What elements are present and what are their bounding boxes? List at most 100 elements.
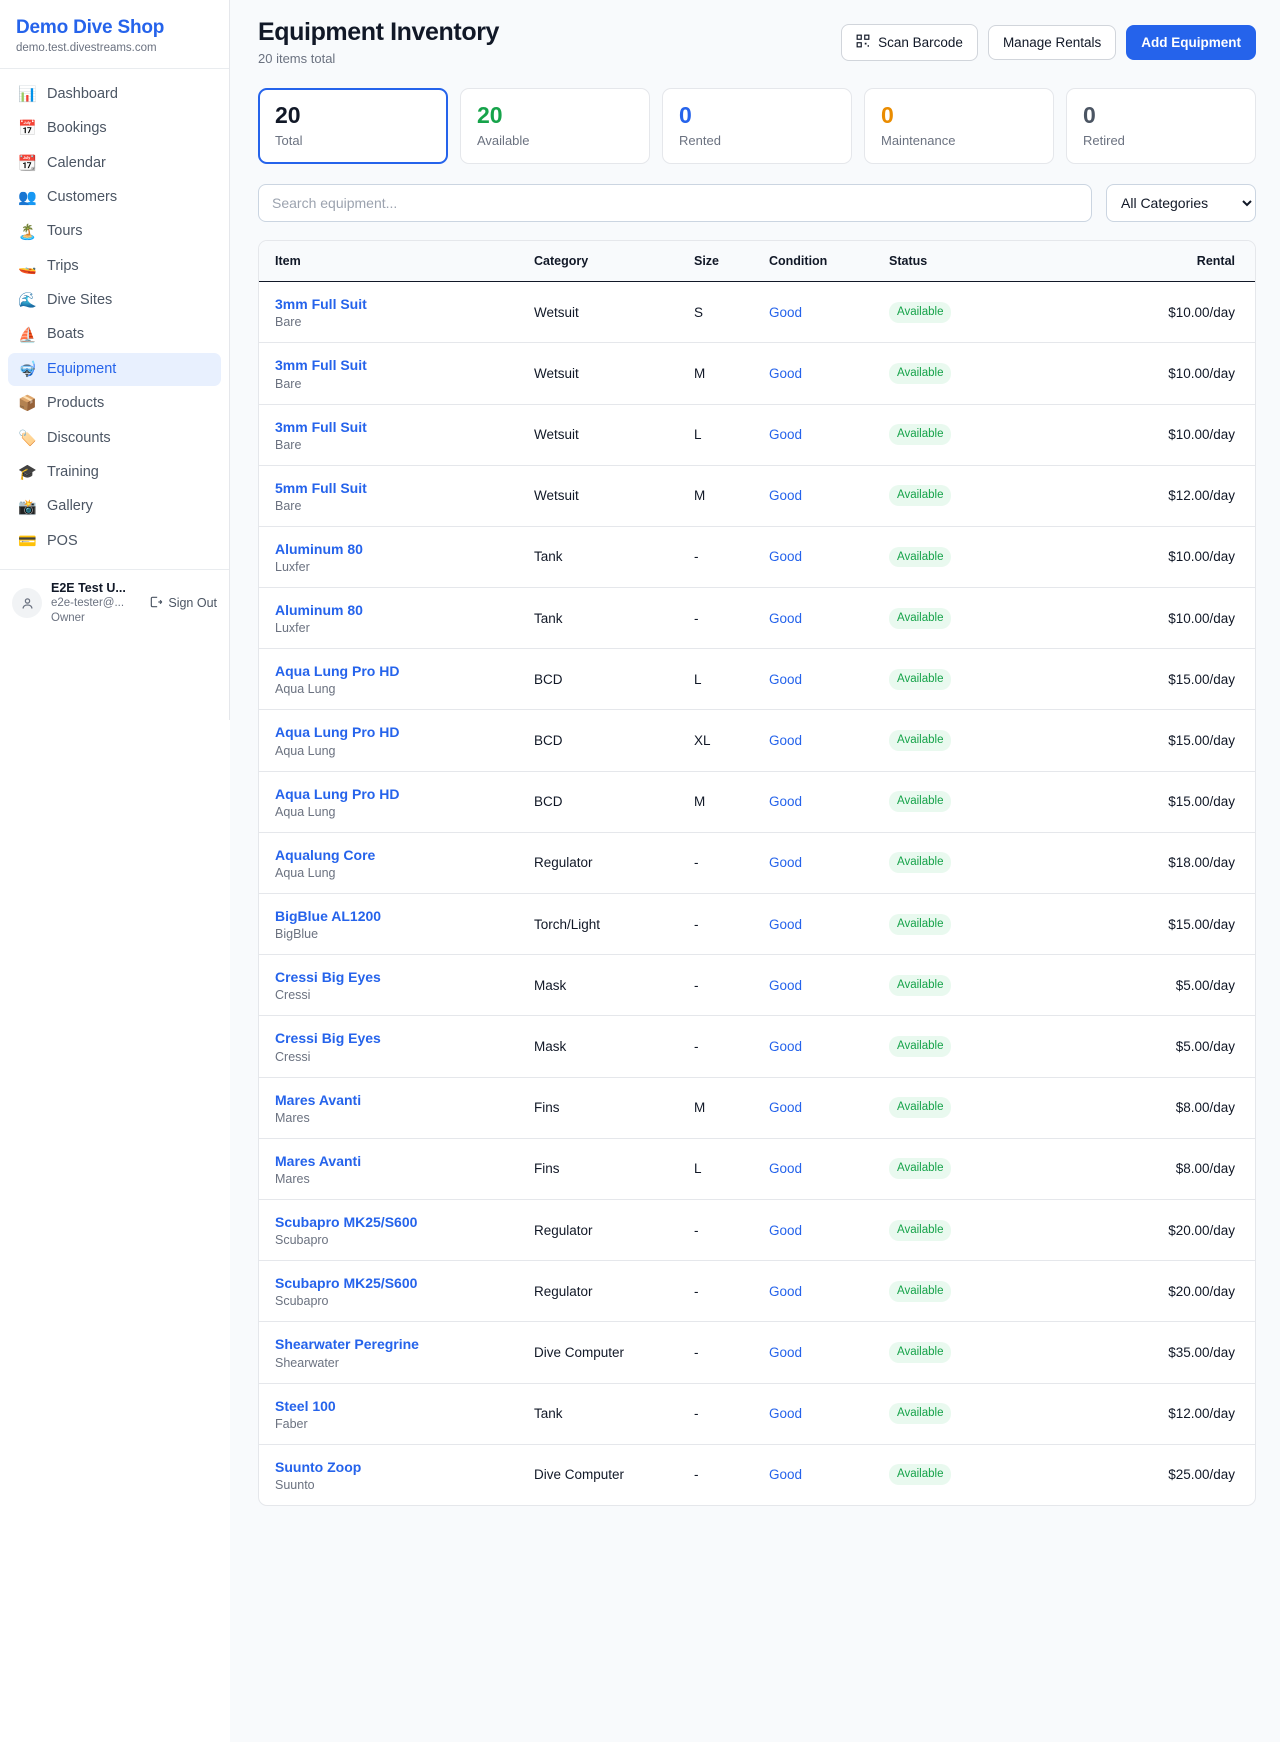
item-name-link[interactable]: BigBlue AL1200 xyxy=(275,908,382,925)
table-row[interactable]: Scubapro MK25/S600 Scubapro Regulator - Good… xyxy=(259,1260,1255,1323)
cell-condition: Good xyxy=(759,342,879,405)
stat-card-retired[interactable]: 0 Retired xyxy=(1066,88,1256,165)
condition-link[interactable]: Good xyxy=(769,1406,803,1422)
table-row[interactable]: Mares Avanti Mares Fins M Good Available $8.00… xyxy=(259,1077,1255,1139)
table-row[interactable]: Aqua Lung Pro HD Aqua Lung BCD L Good Availab… xyxy=(259,648,1255,711)
item-name-link[interactable]: Suunto Zoop xyxy=(275,1458,362,1475)
sidebar-item-bookings[interactable]: 📅 Bookings xyxy=(8,112,221,145)
table-row[interactable]: Cressi Big Eyes Cressi Mask - Good Available $… xyxy=(259,954,1255,1017)
manage-rentals-button[interactable]: Manage Rentals xyxy=(987,25,1117,60)
condition-link[interactable]: Good xyxy=(769,304,803,320)
column-header-category[interactable]: Category xyxy=(524,241,684,283)
stat-card-rented[interactable]: 0 Rented xyxy=(662,88,852,165)
table-row[interactable]: Shearwater Peregrine Shearwater Dive Compu… xyxy=(259,1321,1255,1384)
item-name-link[interactable]: Shearwater Peregrine xyxy=(275,1336,419,1353)
table-row[interactable]: Aluminum 80 Luxfer Tank - Good Available $10.0… xyxy=(259,587,1255,650)
column-header-rental[interactable]: Rental xyxy=(1014,241,1255,283)
cell-condition: Good xyxy=(759,832,879,895)
item-name-link[interactable]: Aqualung Core xyxy=(275,846,376,863)
column-header-item[interactable]: Item xyxy=(259,241,524,283)
sign-out-button[interactable]: Sign Out xyxy=(149,595,217,612)
item-name-link[interactable]: 3mm Full Suit xyxy=(275,296,367,313)
sidebar-item-calendar[interactable]: 📆 Calendar xyxy=(8,147,221,180)
table-row[interactable]: Aqua Lung Pro HD Aqua Lung BCD M Good Availab… xyxy=(259,771,1255,833)
sidebar-item-products[interactable]: 📦 Products xyxy=(8,387,221,420)
search-input[interactable] xyxy=(258,184,1092,223)
condition-link[interactable]: Good xyxy=(769,733,803,749)
item-name-link[interactable]: 3mm Full Suit xyxy=(275,357,367,374)
table-row[interactable]: Aqua Lung Pro HD Aqua Lung BCD XL Good Availa… xyxy=(259,709,1255,772)
condition-link[interactable]: Good xyxy=(769,1467,803,1483)
item-name-link[interactable]: Scubapro MK25/S600 xyxy=(275,1275,418,1292)
condition-link[interactable]: Good xyxy=(769,1222,803,1238)
stat-card-maintenance[interactable]: 0 Maintenance xyxy=(864,88,1054,165)
sidebar-item-training[interactable]: 🎓 Training xyxy=(8,456,221,489)
condition-link[interactable]: Good xyxy=(769,1344,803,1360)
category-select[interactable]: All Categories xyxy=(1106,184,1256,223)
cell-item: Suunto Zoop Suunto xyxy=(259,1444,524,1505)
stat-card-available[interactable]: 20 Available xyxy=(460,88,650,165)
condition-link[interactable]: Good xyxy=(769,916,803,932)
table-row[interactable]: Mares Avanti Mares Fins L Good Available $8.00… xyxy=(259,1138,1255,1200)
item-name-link[interactable]: Aluminum 80 xyxy=(275,540,363,557)
table-row[interactable]: 5mm Full Suit Bare Wetsuit M Good Available $1… xyxy=(259,465,1255,527)
sidebar-item-discounts[interactable]: 🏷️ Discounts xyxy=(8,422,221,455)
table-row[interactable]: BigBlue AL1200 BigBlue Torch/Light - Good Ava… xyxy=(259,893,1255,956)
item-name-link[interactable]: Cressi Big Eyes xyxy=(275,969,381,986)
cell-rental: $5.00/day xyxy=(1014,1015,1255,1078)
condition-link[interactable]: Good xyxy=(769,1283,803,1299)
stat-cards: 20 Total 20 Available 0 Rented 0 Maintenance 0 Re… xyxy=(258,88,1256,165)
sidebar-item-customers[interactable]: 👥 Customers xyxy=(8,181,221,214)
cell-size: M xyxy=(684,465,759,527)
sidebar-item-boats[interactable]: ⛵ Boats xyxy=(8,318,221,351)
condition-link[interactable]: Good xyxy=(769,610,803,626)
cell-item: Aqua Lung Pro HD Aqua Lung xyxy=(259,771,524,833)
table-row[interactable]: 3mm Full Suit Bare Wetsuit M Good Available $1… xyxy=(259,342,1255,405)
condition-link[interactable]: Good xyxy=(769,549,803,565)
table-row[interactable]: Scubapro MK25/S600 Scubapro Regulator - Good… xyxy=(259,1199,1255,1262)
item-name-link[interactable]: 5mm Full Suit xyxy=(275,479,367,496)
item-name-link[interactable]: Aqua Lung Pro HD xyxy=(275,724,400,741)
item-name-link[interactable]: Steel 100 xyxy=(275,1397,336,1414)
condition-link[interactable]: Good xyxy=(769,794,803,810)
scan-barcode-button[interactable]: Scan Barcode xyxy=(841,24,978,61)
condition-link[interactable]: Good xyxy=(769,977,803,993)
item-name-link[interactable]: Cressi Big Eyes xyxy=(275,1030,381,1047)
sidebar-item-dive-sites[interactable]: 🌊 Dive Sites xyxy=(8,284,221,317)
table-row[interactable]: Aqualung Core Aqua Lung Regulator - Good Avai… xyxy=(259,832,1255,895)
add-equipment-button[interactable]: Add Equipment xyxy=(1126,25,1256,60)
table-row[interactable]: Cressi Big Eyes Cressi Mask - Good Available $… xyxy=(259,1015,1255,1078)
column-header-status[interactable]: Status xyxy=(879,241,1014,283)
condition-link[interactable]: Good xyxy=(769,365,803,381)
column-header-size[interactable]: Size xyxy=(684,241,759,283)
table-row[interactable]: 3mm Full Suit Bare Wetsuit L Good Available $1… xyxy=(259,404,1255,466)
condition-link[interactable]: Good xyxy=(769,671,803,687)
item-name-link[interactable]: Aluminum 80 xyxy=(275,602,363,619)
table-row[interactable]: Steel 100 Faber Tank - Good Available $12.00/d… xyxy=(259,1383,1255,1445)
condition-link[interactable]: Good xyxy=(769,488,803,504)
item-name-link[interactable]: Aqua Lung Pro HD xyxy=(275,663,400,680)
sidebar-item-pos[interactable]: 💳 POS xyxy=(8,525,221,558)
item-name-link[interactable]: 3mm Full Suit xyxy=(275,418,367,435)
item-name-link[interactable]: Scubapro MK25/S600 xyxy=(275,1213,418,1230)
sidebar-item-dashboard[interactable]: 📊 Dashboard xyxy=(8,78,221,111)
sidebar-item-gallery[interactable]: 📸 Gallery xyxy=(8,490,221,523)
item-name-link[interactable]: Aqua Lung Pro HD xyxy=(275,785,400,802)
sidebar-item-equipment[interactable]: 🤿 Equipment xyxy=(8,352,221,387)
item-name-link[interactable]: Mares Avanti xyxy=(275,1091,362,1108)
cell-category: Torch/Light xyxy=(524,893,684,956)
condition-link[interactable]: Good xyxy=(769,1038,803,1054)
table-row[interactable]: Suunto Zoop Suunto Dive Computer - Good Avail… xyxy=(259,1444,1255,1505)
item-name-link[interactable]: Mares Avanti xyxy=(275,1152,362,1169)
condition-link[interactable]: Good xyxy=(769,1100,803,1116)
stat-card-total[interactable]: 20 Total xyxy=(258,88,448,165)
cell-category: Mask xyxy=(524,954,684,1017)
sidebar-item-trips[interactable]: 🚤 Trips xyxy=(8,250,221,283)
condition-link[interactable]: Good xyxy=(769,1161,803,1177)
sidebar-item-tours[interactable]: 🏝️ Tours xyxy=(8,215,221,248)
column-header-condition[interactable]: Condition xyxy=(759,241,879,283)
table-row[interactable]: Aluminum 80 Luxfer Tank - Good Available $10.0… xyxy=(259,526,1255,589)
condition-link[interactable]: Good xyxy=(769,855,803,871)
condition-link[interactable]: Good xyxy=(769,427,803,443)
table-row[interactable]: 3mm Full Suit Bare Wetsuit S Good Available $1… xyxy=(259,281,1255,344)
